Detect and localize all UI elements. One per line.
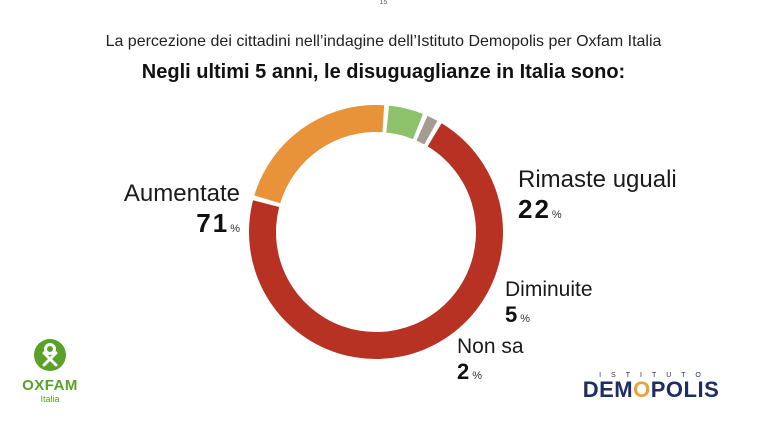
legend-label-rimaste-uguali: Rimaste uguali — [518, 166, 677, 193]
demopolis-logo: ISTITUTO DEMOPOLIS — [556, 372, 746, 401]
demopolis-top-text: ISTITUTO — [599, 372, 711, 379]
value-label-diminuite: 5% — [505, 302, 531, 327]
label-rimaste-uguali: Rimaste uguali 22% — [518, 166, 677, 230]
legend-label-non-sa: Non sa — [457, 335, 524, 358]
label-non-sa: Non sa 2% — [457, 335, 524, 389]
value-label-rimaste-uguali: 22% — [518, 194, 562, 224]
chart-subtitle: La percezione dei cittadini nell’indagin… — [105, 33, 662, 50]
value-label-aumentate: 71% — [196, 208, 240, 238]
legend-label-aumentate: Aumentate — [123, 180, 240, 207]
oxfam-logo: OXFAM Italia — [20, 338, 80, 404]
label-diminuite: Diminuite 5% — [505, 278, 593, 332]
donut-slice-diminuite — [386, 105, 423, 140]
page-number: 15 — [379, 0, 388, 6]
demopolis-wordmark: DEMOPOLIS — [582, 377, 720, 402]
value-label-non-sa: 2% — [457, 359, 483, 384]
demopolis-accent-letter: O — [633, 377, 651, 402]
oxfam-symbol-icon — [34, 339, 66, 371]
label-aumentate: Aumentate 71% — [60, 180, 240, 244]
donut-slice-non-sa — [416, 115, 438, 145]
oxfam-subtext: Italia — [40, 394, 60, 404]
oxfam-wordmark: OXFAM — [22, 377, 78, 394]
donut-slice-rimaste-uguali — [254, 105, 385, 204]
legend-label-diminuite: Diminuite — [505, 278, 593, 301]
chart-title: Negli ultimi 5 anni, le disuguaglianze i… — [141, 61, 626, 83]
